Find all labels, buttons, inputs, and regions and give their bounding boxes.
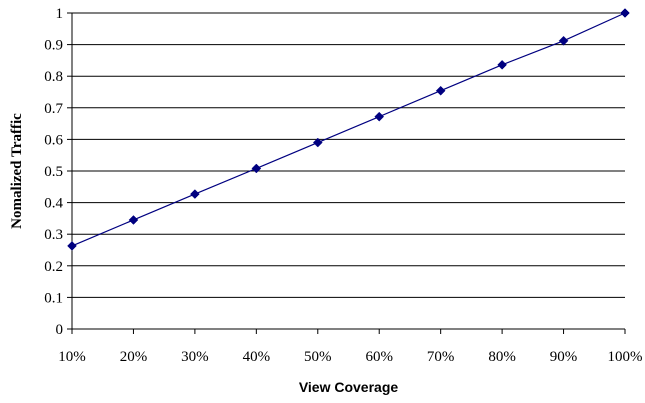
y-tick-label: 1 bbox=[56, 6, 64, 22]
data-point-marker bbox=[252, 164, 261, 173]
series-line bbox=[72, 13, 625, 246]
data-point-marker bbox=[375, 112, 384, 121]
data-point-marker bbox=[436, 86, 445, 95]
x-tick-label: 70% bbox=[427, 349, 455, 365]
x-tick-label: 80% bbox=[488, 349, 516, 365]
x-tick-label: 90% bbox=[550, 349, 578, 365]
y-axis-ticks: 0 0.1 0.2 0.3 0.4 0.5 0.6 0.7 0.8 0.9 1 bbox=[44, 6, 72, 338]
x-tick-label: 60% bbox=[365, 349, 393, 365]
data-point-marker bbox=[129, 215, 138, 224]
y-tick-label: 0.3 bbox=[44, 227, 63, 243]
data-point-marker bbox=[68, 241, 77, 250]
x-tick-label: 100% bbox=[608, 349, 643, 365]
data-point-marker bbox=[621, 9, 630, 18]
x-tick-label: 50% bbox=[304, 349, 332, 365]
x-axis-ticks: 10% 20% 30% 40% 50% 60% 70% 80% 90% 100% bbox=[58, 329, 642, 365]
x-tick-label: 10% bbox=[58, 349, 86, 365]
x-tick-label: 20% bbox=[120, 349, 148, 365]
y-tick-label: 0.6 bbox=[44, 132, 63, 148]
y-tick-label: 0.9 bbox=[44, 38, 63, 54]
y-tick-label: 0.7 bbox=[44, 101, 63, 117]
data-point-marker bbox=[559, 36, 568, 45]
y-tick-label: 0 bbox=[56, 322, 64, 338]
data-point-marker bbox=[190, 190, 199, 199]
y-tick-label: 0.8 bbox=[44, 69, 63, 85]
y-tick-label: 0.5 bbox=[44, 164, 63, 180]
data-point-marker bbox=[498, 60, 507, 69]
gridlines bbox=[72, 13, 625, 297]
x-axis-title: View Coverage bbox=[299, 379, 399, 395]
y-tick-label: 0.4 bbox=[44, 196, 63, 212]
x-tick-label: 30% bbox=[181, 349, 209, 365]
x-tick-label: 40% bbox=[243, 349, 271, 365]
y-tick-label: 0.1 bbox=[44, 290, 63, 306]
y-axis-title: Nomalized Traffic bbox=[9, 113, 25, 229]
y-tick-label: 0.2 bbox=[44, 259, 63, 275]
